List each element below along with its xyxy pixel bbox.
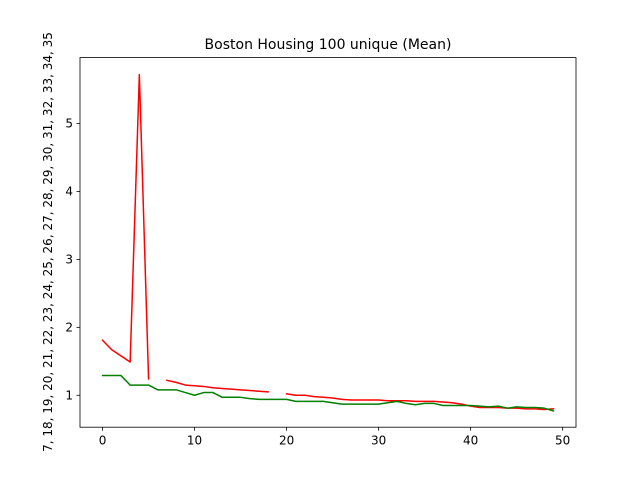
y-tick-label: 2 [65,321,73,335]
y-tick-label: 3 [65,253,73,267]
y-tick-label: 4 [65,185,73,199]
series-line-2 [101,374,555,412]
x-tick-label: 40 [463,434,478,448]
chart-title: Boston Housing 100 unique (Mean) [205,37,452,53]
y-tick-label: 1 [65,388,73,402]
series-layer [101,73,555,412]
axes-layer: 0 10 20 30 40 50 1 2 3 4 5 [65,57,577,448]
axes-frame [79,57,577,428]
x-tick-label: 30 [371,434,386,448]
x-tick-label: 0 [99,434,107,448]
y-axis-label: 7, 18, 19, 20, 21, 22, 23, 24, 25, 26, 2… [41,32,55,452]
x-tick-label: 20 [279,434,294,448]
y-tick-label: 5 [65,117,73,131]
x-tick-label: 10 [187,434,202,448]
x-tick-label: 50 [555,434,570,448]
plot-area [80,57,576,428]
